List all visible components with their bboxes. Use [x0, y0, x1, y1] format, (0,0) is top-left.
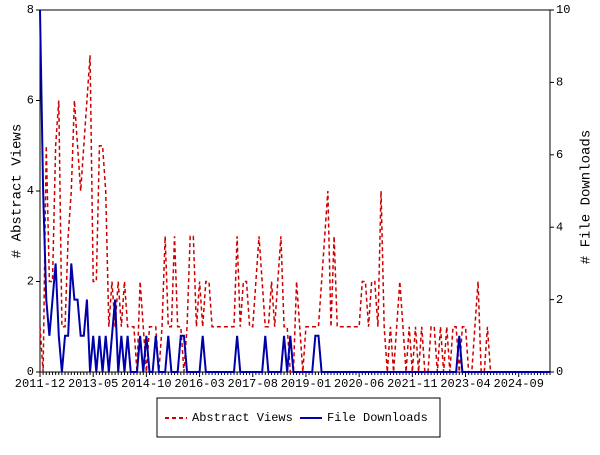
series-line [39, 55, 550, 373]
x-tick-label: 2017-08 [228, 377, 278, 391]
legend-box [156, 397, 441, 438]
y-tick-label: 4 [27, 184, 34, 198]
y2-tick-label: 8 [556, 76, 563, 90]
y-tick-label: 8 [27, 3, 34, 17]
x-tick-label: 2021-11 [387, 377, 437, 391]
legend-label: Abstract Views [192, 411, 293, 425]
y2-tick-label: 4 [556, 220, 563, 234]
x-tick-label: 2024-09 [494, 377, 544, 391]
x-tick-label: 2020-06 [334, 377, 384, 391]
x-tick-label: 2011-12 [15, 377, 65, 391]
legend-label: File Downloads [327, 411, 428, 425]
series-line [39, 9, 550, 373]
y-tick-label: 2 [27, 275, 34, 289]
y2-tick-label: 2 [556, 293, 563, 307]
y-axis-label: # Abstract Views [10, 124, 26, 258]
x-tick-label: 2023-04 [440, 377, 490, 391]
y2-tick-label: 0 [556, 365, 563, 379]
y-tick-label: 0 [27, 365, 34, 379]
y2-axis-label: # File Downloads [579, 130, 595, 264]
x-tick-label: 2019-01 [281, 377, 331, 391]
y2-tick-label: 10 [556, 3, 570, 17]
x-tick-label: 2016-03 [174, 377, 224, 391]
x-tick-label: 2013-05 [68, 377, 118, 391]
y-tick-label: 6 [27, 94, 34, 108]
x-tick-label: 2014-10 [121, 377, 171, 391]
y2-tick-label: 6 [556, 148, 563, 162]
